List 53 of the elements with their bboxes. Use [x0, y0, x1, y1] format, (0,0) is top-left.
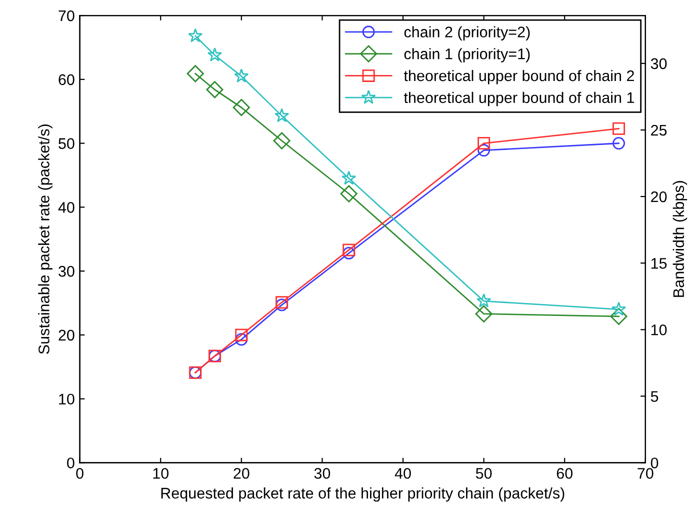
- point: [475, 305, 492, 322]
- point: [476, 293, 492, 308]
- point: [232, 98, 250, 116]
- point: [611, 302, 626, 316]
- point: [478, 144, 490, 157]
- y-tick-label: 50: [58, 138, 74, 149]
- y-tick-label: 70: [58, 10, 74, 22]
- x-tick-label: 30: [314, 468, 330, 479]
- x-tick-label: 50: [476, 468, 492, 479]
- y2-tick-label: 20: [651, 191, 667, 202]
- y2-tick-label: 10: [651, 324, 667, 336]
- y2-axis-title: Bandwidth (kbps): [672, 181, 688, 297]
- point: [342, 246, 356, 260]
- point: [612, 137, 626, 150]
- point: [234, 68, 249, 83]
- point: [206, 81, 224, 98]
- y-axis-title: Sustainable packet rate (packet/s): [38, 124, 52, 354]
- x-tick-label: 10: [153, 468, 169, 479]
- x-axis-title: Requested packet rate of the higher priority chain (packet/s): [161, 487, 564, 502]
- y-tick-label: 0: [67, 458, 74, 468]
- point: [274, 108, 290, 122]
- x-tick-label: 20: [234, 468, 250, 479]
- x-tick-label: 40: [394, 468, 411, 479]
- point: [207, 47, 222, 62]
- point: [610, 308, 628, 325]
- y2-tick-label: 30: [650, 58, 667, 70]
- point: [235, 328, 248, 342]
- point: [186, 65, 204, 82]
- y-tick-label: 40: [58, 202, 74, 213]
- point: [340, 185, 358, 202]
- point: [188, 28, 203, 42]
- y-tick-label: 20: [58, 330, 74, 341]
- point: [342, 170, 356, 185]
- point: [478, 137, 490, 150]
- y-tick-label: 10: [59, 394, 74, 405]
- legend-label: theoretical upper bound of chain 2: [404, 70, 634, 84]
- legend-label: theoretical upper bound of chain 1: [404, 92, 634, 106]
- point: [276, 296, 288, 309]
- y-tick-label: 30: [58, 266, 74, 277]
- point: [235, 333, 248, 346]
- legend-label: chain 1 (priority=1): [404, 48, 530, 62]
- y2-tick-label: 5: [650, 391, 658, 402]
- y2-tick-label: 0: [650, 458, 658, 468]
- x-tick-label: 0: [76, 468, 84, 479]
- y2-tick-label: 15: [651, 258, 667, 269]
- x-tick-label: 60: [556, 468, 573, 479]
- y-tick-label: 60: [58, 74, 74, 86]
- legend-label: chain 2 (priority=2): [404, 26, 530, 40]
- y2-tick-label: 25: [651, 124, 667, 136]
- point: [612, 122, 626, 135]
- point: [273, 132, 290, 150]
- point: [342, 244, 356, 256]
- x-tick-label: 70: [638, 468, 654, 479]
